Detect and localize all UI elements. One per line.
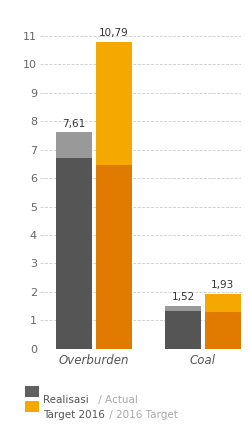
Bar — [56, 158, 92, 349]
Legend: Realisasi / Actual, Target 2016 / 2016 Target: Realisasi / Actual, Target 2016 / 2016 T… — [25, 386, 178, 412]
Text: / 2016 Target: / 2016 Target — [106, 410, 178, 420]
Text: 10,79: 10,79 — [99, 28, 129, 38]
Bar — [205, 294, 241, 349]
Bar — [205, 312, 241, 349]
Text: 1,93: 1,93 — [211, 280, 234, 290]
Bar — [96, 165, 132, 349]
Bar — [165, 306, 201, 349]
Bar — [56, 132, 92, 349]
Text: Realisasi: Realisasi — [43, 395, 89, 405]
Text: Target 2016: Target 2016 — [43, 410, 105, 420]
Text: 7,61: 7,61 — [62, 119, 86, 129]
Bar — [96, 42, 132, 349]
Text: 1,52: 1,52 — [171, 292, 195, 302]
Text: / Actual: / Actual — [95, 395, 138, 405]
Bar — [165, 311, 201, 349]
